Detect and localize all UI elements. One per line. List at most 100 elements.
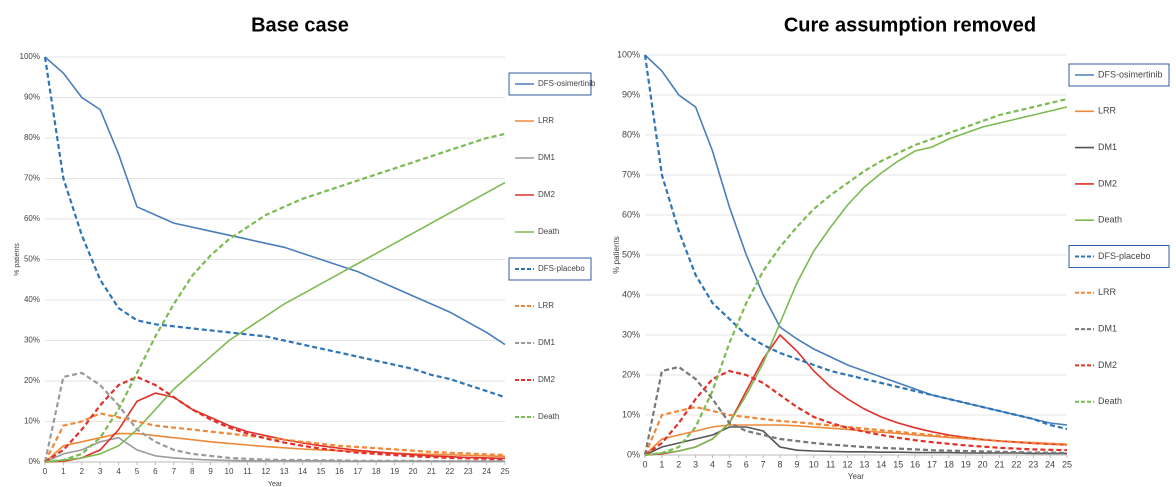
x-tick-label: 8 (190, 467, 195, 476)
y-tick-label: 60% (622, 209, 640, 219)
series-line (644, 424, 1068, 456)
x-tick-label: 0 (642, 459, 647, 469)
x-tick-label: 22 (445, 467, 454, 476)
x-tick-label: 24 (482, 467, 491, 476)
x-tick-label: 12 (261, 467, 270, 476)
y-tick-label: 0% (28, 457, 40, 466)
x-tick-label: 22 (1011, 459, 1021, 469)
x-tick-label: 5 (727, 459, 732, 469)
x-tick-label: 3 (98, 467, 103, 476)
series-line (643, 365, 1068, 456)
x-tick-label: 21 (427, 467, 436, 476)
y-tick-label: 50% (622, 249, 640, 259)
legend-box (508, 72, 592, 96)
x-tick-label: 6 (153, 467, 158, 476)
x-tick-label: 7 (761, 459, 766, 469)
legend-label: Death (1098, 215, 1122, 225)
legend-label: DM2 (538, 375, 555, 384)
legend-label: DM1 (1098, 323, 1117, 333)
x-tick-label: 19 (961, 459, 971, 469)
legend-box (1068, 63, 1170, 87)
x-tick-label: 25 (1062, 459, 1072, 469)
legend-label: DFS-osimertinib (1098, 69, 1163, 79)
legend-box (508, 257, 592, 281)
y-tick-label: 30% (24, 336, 40, 345)
y-tick-label: 10% (622, 409, 640, 419)
legend-label: DM2 (1098, 360, 1117, 370)
legend-label: LRR (538, 301, 554, 310)
x-tick-label: 10 (809, 459, 819, 469)
y-tick-label: 100% (617, 49, 640, 59)
x-tick-label: 17 (927, 459, 937, 469)
legend-label: Death (538, 412, 559, 421)
x-tick-label: 9 (794, 459, 799, 469)
series-line (43, 371, 505, 463)
y-tick-label: 60% (24, 214, 40, 223)
x-tick-label: 6 (744, 459, 749, 469)
legend-label: DM2 (1098, 178, 1117, 188)
x-tick-label: 0 (43, 467, 48, 476)
legend-label: LRR (1098, 106, 1117, 116)
series-line (44, 432, 506, 463)
x-tick-label: 9 (208, 467, 213, 476)
chart-title: Cure assumption removed (784, 14, 1036, 36)
x-tick-label: 21 (994, 459, 1004, 469)
series-line (44, 412, 506, 463)
series-line (643, 405, 1068, 456)
x-tick-label: 23 (464, 467, 473, 476)
legend-box (1068, 245, 1170, 268)
y-tick-label: 100% (20, 52, 40, 61)
series-line (644, 106, 1068, 456)
series-line (43, 56, 506, 399)
y-tick-label: 90% (24, 93, 40, 102)
x-tick-label: 11 (243, 467, 252, 476)
series-line (644, 426, 1067, 456)
x-tick-label: 14 (298, 467, 307, 476)
y-tick-label: 30% (622, 329, 640, 339)
legend-label: DM1 (538, 153, 555, 162)
y-tick-label: 50% (24, 255, 40, 264)
chart-title: Base case (251, 14, 349, 36)
x-tick-label: 2 (80, 467, 85, 476)
series-line (44, 56, 506, 346)
y-tick-label: 40% (622, 289, 640, 299)
x-tick-label: 15 (893, 459, 903, 469)
y-tick-label: 70% (24, 174, 40, 183)
legend-label: DM1 (538, 338, 555, 347)
x-tick-label: 19 (390, 467, 399, 476)
x-tick-label: 14 (876, 459, 886, 469)
x-tick-label: 25 (501, 467, 510, 476)
series-line (644, 97, 1068, 457)
x-tick-label: 20 (978, 459, 988, 469)
x-tick-label: 13 (280, 467, 289, 476)
series-line (44, 375, 506, 463)
x-tick-label: 16 (910, 459, 920, 469)
x-tick-label: 10 (225, 467, 234, 476)
x-tick-label: 12 (843, 459, 853, 469)
y-tick-label: 20% (622, 369, 640, 379)
x-tick-label: 18 (944, 459, 954, 469)
x-tick-label: 8 (778, 459, 783, 469)
legend-label: LRR (1098, 287, 1117, 297)
x-tick-label: 1 (659, 459, 664, 469)
y-tick-label: 10% (24, 417, 40, 426)
x-tick-label: 17 (353, 467, 362, 476)
x-tick-label: 13 (859, 459, 869, 469)
series-line (644, 369, 1068, 456)
legend-label: DM2 (538, 190, 555, 199)
series-line (644, 54, 1068, 426)
y-tick-label: 90% (622, 89, 640, 99)
x-tick-label: 1 (61, 467, 66, 476)
x-tick-label: 23 (1028, 459, 1038, 469)
legend-label: DFS-placebo (538, 264, 585, 273)
x-tick-label: 4 (116, 467, 121, 476)
x-tick-label: 18 (372, 467, 381, 476)
legend-label: Death (1098, 396, 1122, 406)
x-axis-label: Year (848, 472, 865, 481)
y-tick-label: 70% (622, 169, 640, 179)
y-axis-label: % patients (612, 236, 621, 273)
x-tick-label: 5 (135, 467, 140, 476)
series-line (44, 181, 506, 463)
legend-label: DFS-osimertinib (538, 79, 596, 88)
